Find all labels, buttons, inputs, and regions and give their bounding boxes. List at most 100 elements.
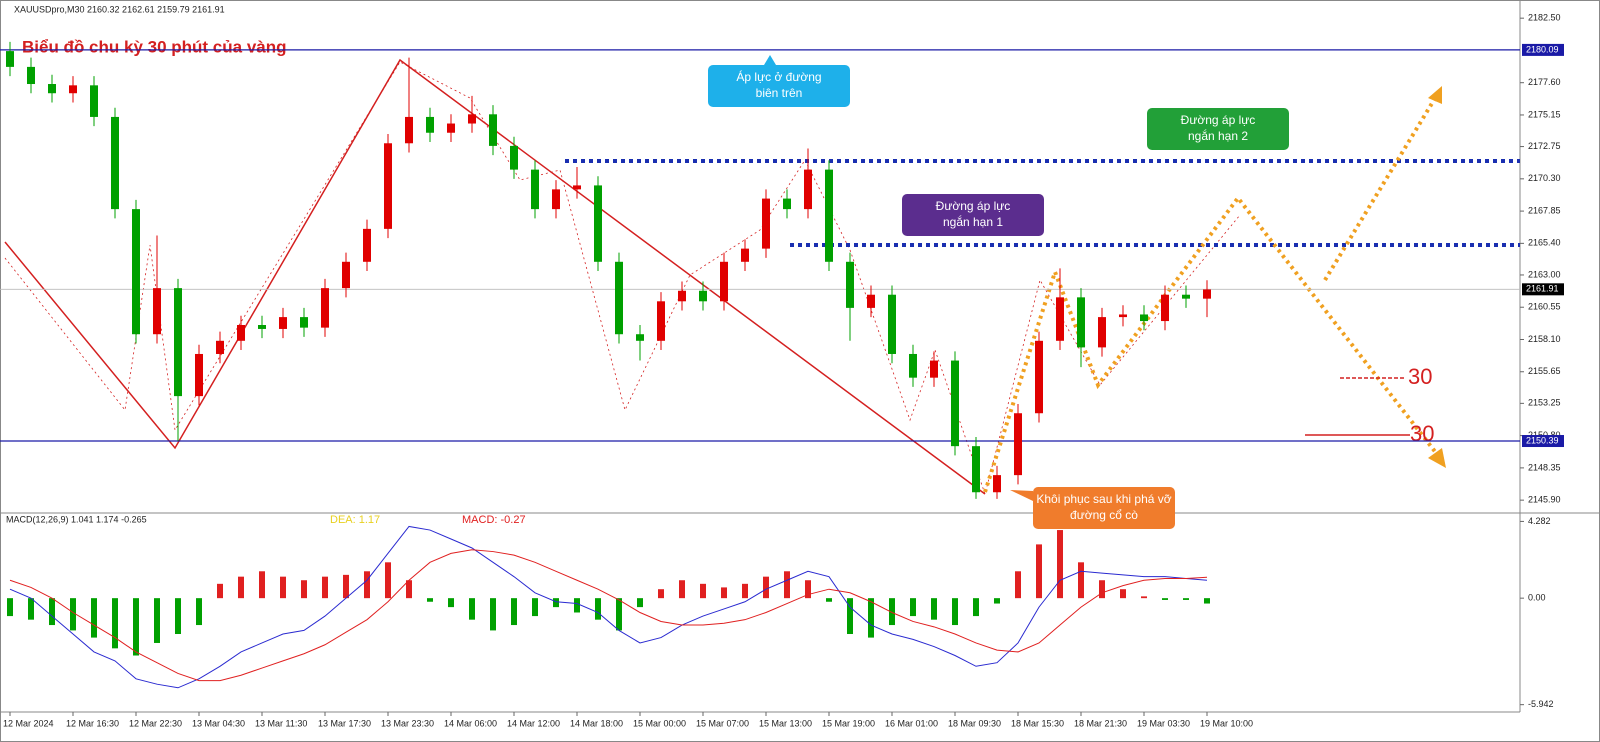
macd-label: MACD: -0.27 [462,514,526,526]
annotation-box [902,194,1044,236]
y-tick-label: 2177.60 [1528,77,1561,87]
x-tick-label: 14 Mar 12:00 [507,718,560,728]
macd-header: MACD(12,26,9) 1.041 1.174 -0.265 [6,514,147,524]
candle-body [153,288,161,335]
candle-body [615,261,623,335]
candle-body [111,116,119,210]
x-tick-label: 13 Mar 11:30 [255,718,307,728]
annotation: Khôi phục sau khi phá vỡ đường cổ cò [1010,487,1175,529]
y-tick-label: 2165.40 [1528,238,1561,248]
x-tick-label: 18 Mar 21:30 [1074,718,1127,728]
level-tag [1522,435,1564,448]
macd-bar [784,571,790,599]
macd-bar [931,598,937,620]
macd-bar [805,580,811,599]
macd-bar [742,583,748,599]
annotation-text: biên trên [756,86,803,100]
candle-body [657,301,665,341]
annotation-text: ngắn hạn 2 [1188,128,1248,143]
annotation-text: Khôi phục sau khi phá vỡ [1036,492,1171,506]
x-tick-label: 12 Mar 2024 [3,718,54,728]
candle-body [930,360,938,378]
candle-body [132,209,140,335]
level-label: 2161.91 [1526,284,1559,294]
y-tick-label: 4.282 [1528,516,1551,526]
level-tag [1522,283,1564,296]
header: XAUUSDpro,M30 2160.32 2162.61 2159.79 21… [14,4,225,14]
candle-body [342,261,350,289]
macd-bar [1036,544,1042,599]
candle-body [531,169,539,210]
macd-line [9,549,1208,682]
x-tick-label: 19 Mar 10:00 [1200,718,1253,728]
candle-body [1098,317,1106,348]
annotation-pointer [764,55,776,65]
candle-body [573,185,581,190]
chart-title: Biểu đồ chu kỳ 30 phút của vàng [22,37,287,56]
candle-body [993,475,1001,493]
candle-body [1014,413,1022,476]
x-tick-label: 15 Mar 00:00 [633,718,686,728]
candle-body [48,84,56,94]
x-tick-label: 15 Mar 07:00 [696,718,749,728]
x-tick-label: 14 Mar 06:00 [444,718,497,728]
annotation-text: ngắn hạn 1 [943,214,1003,229]
candle-body [426,116,434,133]
macd-bar [1162,598,1168,600]
macd-bar [553,598,559,608]
projection-path [983,194,1442,493]
x-tick-label: 19 Mar 03:30 [1137,718,1190,728]
macd-bar [1015,571,1021,599]
x-tick-label: 16 Mar 01:00 [885,718,938,728]
y-tick-label: 2148.35 [1528,462,1561,472]
macd-bar [574,598,580,613]
annotation-text: Đường áp lực [1181,113,1256,127]
candle-body [510,145,518,170]
candle-body [363,228,371,262]
candle-body [1056,297,1064,341]
arrow-head [1428,86,1442,104]
macd-bar [763,576,769,599]
macd-bar [70,598,76,631]
macd-bar [1183,598,1189,600]
y-tick-label: 2175.15 [1528,109,1561,119]
candle-body [1203,289,1211,299]
side-label: 30 [1410,421,1434,446]
macd-bar [889,598,895,626]
candle-body [1140,314,1148,322]
candle-body [804,169,812,210]
macd-bar [511,598,517,626]
candle-body [69,85,77,94]
candle-body [699,290,707,302]
macd-bar [847,598,853,635]
macd-bar [217,583,223,599]
candle-body [1161,294,1169,322]
candle-body [1077,297,1085,348]
zigzag-line [4,58,986,495]
candle-body [678,290,686,302]
y-tick-label: 0.00 [1528,593,1546,603]
candle-body [720,261,728,302]
macd-bar [343,574,349,599]
projection-up [1323,93,1439,282]
macd-bar [469,598,475,620]
candle-body [1035,340,1043,414]
candle-body [258,325,266,329]
level-tag [1522,43,1564,56]
macd-bar [448,598,454,608]
side-label: 30 [1408,364,1432,389]
x-tick-label: 15 Mar 13:00 [759,718,812,728]
arrow-head [1428,448,1446,468]
candle-body [384,143,392,229]
macd-bar [994,598,1000,604]
candle-body [552,189,560,210]
macd-bar [7,598,13,617]
candle-body [783,198,791,210]
y-tick-label: 2145.90 [1528,495,1561,505]
macd-bar [280,576,286,599]
candle-body [825,169,833,262]
level-label: 2180.09 [1526,44,1559,54]
